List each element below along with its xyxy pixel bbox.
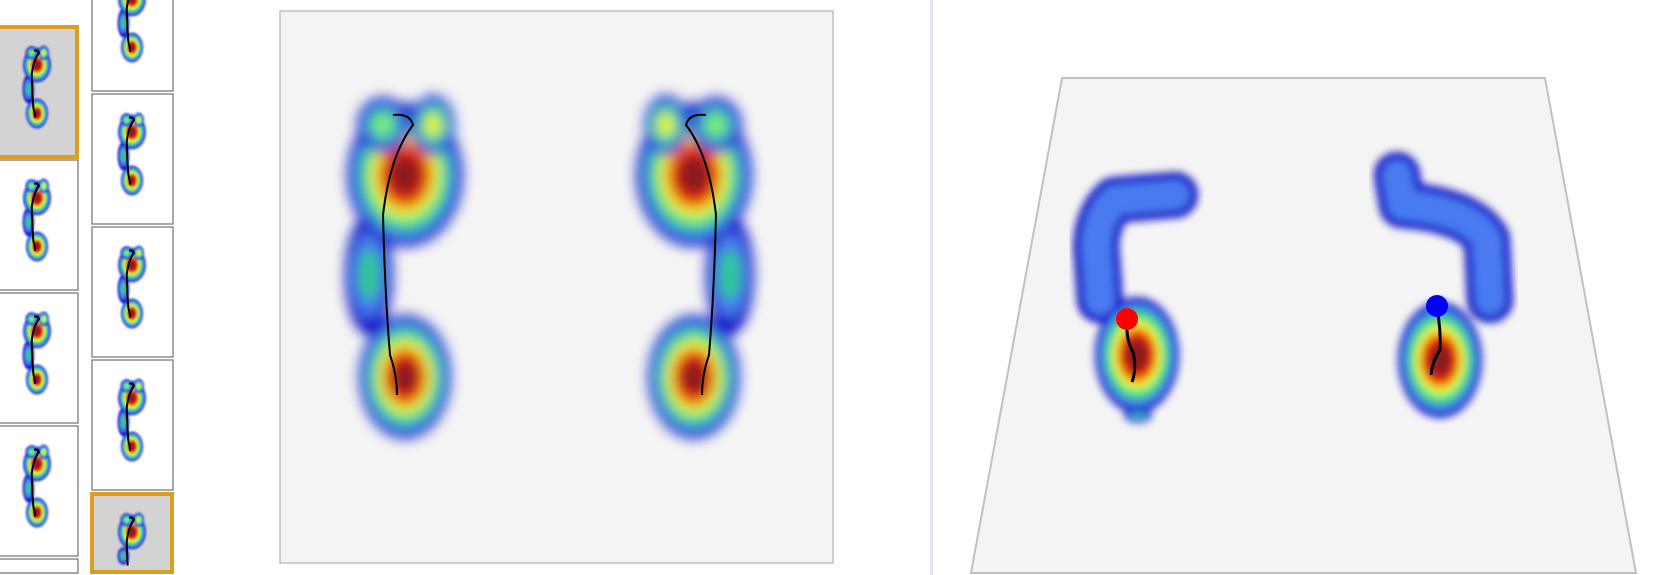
thumbnail-c1-4[interactable] — [0, 558, 79, 574]
thumbnail-c2-1[interactable] — [91, 93, 174, 225]
cop-trace — [30, 182, 41, 251]
lesser-toes-pressure — [25, 46, 38, 60]
thumbnail-c1-2[interactable] — [0, 292, 79, 424]
heel-pressure — [25, 98, 49, 129]
right-foot-map — [636, 95, 754, 439]
hallux-pressure — [644, 95, 688, 155]
midfoot-pressure — [706, 215, 754, 335]
cop-trace — [125, 116, 136, 185]
thumbnail-footprint — [22, 444, 51, 528]
cop-trace — [125, 249, 136, 318]
hallux-pressure — [133, 245, 144, 261]
thumbnail-c1-1[interactable] — [0, 159, 79, 291]
cop-trace — [684, 113, 718, 396]
heel-pressure — [120, 165, 144, 196]
midfoot-pressure — [345, 215, 393, 335]
heel-pressure — [648, 315, 740, 439]
thumbnail-c2-2[interactable] — [91, 226, 174, 358]
thumbnail-footprint — [117, 112, 146, 196]
thumbnail-footprint — [117, 245, 146, 329]
cop-trace — [125, 0, 132, 52]
thumbnail-c2-3[interactable] — [91, 359, 174, 491]
red-dot-icon[interactable] — [1116, 308, 1138, 330]
thumbnail-c1-0[interactable] — [0, 25, 79, 159]
panel-divider[interactable] — [930, 0, 933, 575]
lesser-toes-pressure — [690, 97, 742, 153]
left-foot-map — [345, 95, 463, 439]
right-foot-3d — [1374, 152, 1513, 418]
thumbnail-footprint — [117, 378, 146, 462]
left-foot-3d — [1073, 172, 1198, 423]
blue-dot-icon[interactable] — [1426, 295, 1448, 317]
thumbnail-c1-3[interactable] — [0, 425, 79, 557]
cop-trace — [1429, 307, 1442, 376]
heel-pressure — [1398, 302, 1482, 418]
hallux-pressure — [133, 512, 144, 528]
cop-trace — [30, 315, 41, 384]
cop-trace — [125, 516, 136, 566]
heel-pressure — [120, 298, 144, 329]
hallux-pressure — [38, 178, 49, 194]
cop-trace — [381, 113, 415, 396]
cop-trace — [30, 49, 41, 118]
hallux-pressure — [38, 311, 49, 327]
hallux-pressure — [133, 378, 144, 394]
pressure-map-2d — [345, 95, 754, 439]
thumbnail-footprint — [22, 311, 51, 395]
cop-trace — [1125, 321, 1137, 383]
hallux-pressure — [411, 95, 455, 155]
thumbnail-footprint — [22, 45, 51, 129]
cop-trace — [30, 448, 41, 517]
heel-pressure — [25, 497, 49, 528]
thumbnail-footprint — [117, 0, 146, 63]
pressure-map-3d — [1073, 152, 1513, 423]
heel-pressure — [359, 315, 451, 439]
hallux-pressure — [133, 112, 144, 128]
hallux-pressure — [38, 444, 49, 460]
thumbnail-footprint — [117, 512, 146, 566]
thumbnail-c2-0[interactable] — [91, 0, 174, 92]
hallux-pressure — [38, 45, 49, 61]
heel-pressure — [120, 431, 144, 462]
thumbnail-strip[interactable] — [0, 0, 174, 574]
heel-pressure — [120, 32, 144, 63]
thumbnail-footprint — [22, 178, 51, 262]
thumbnail-c2-4[interactable] — [90, 492, 174, 574]
heel-pressure — [25, 364, 49, 395]
heel-pressure — [25, 231, 49, 262]
heel-pressure — [1095, 297, 1179, 413]
perspective-platform[interactable] — [969, 77, 1638, 574]
cop-trace — [125, 382, 136, 451]
